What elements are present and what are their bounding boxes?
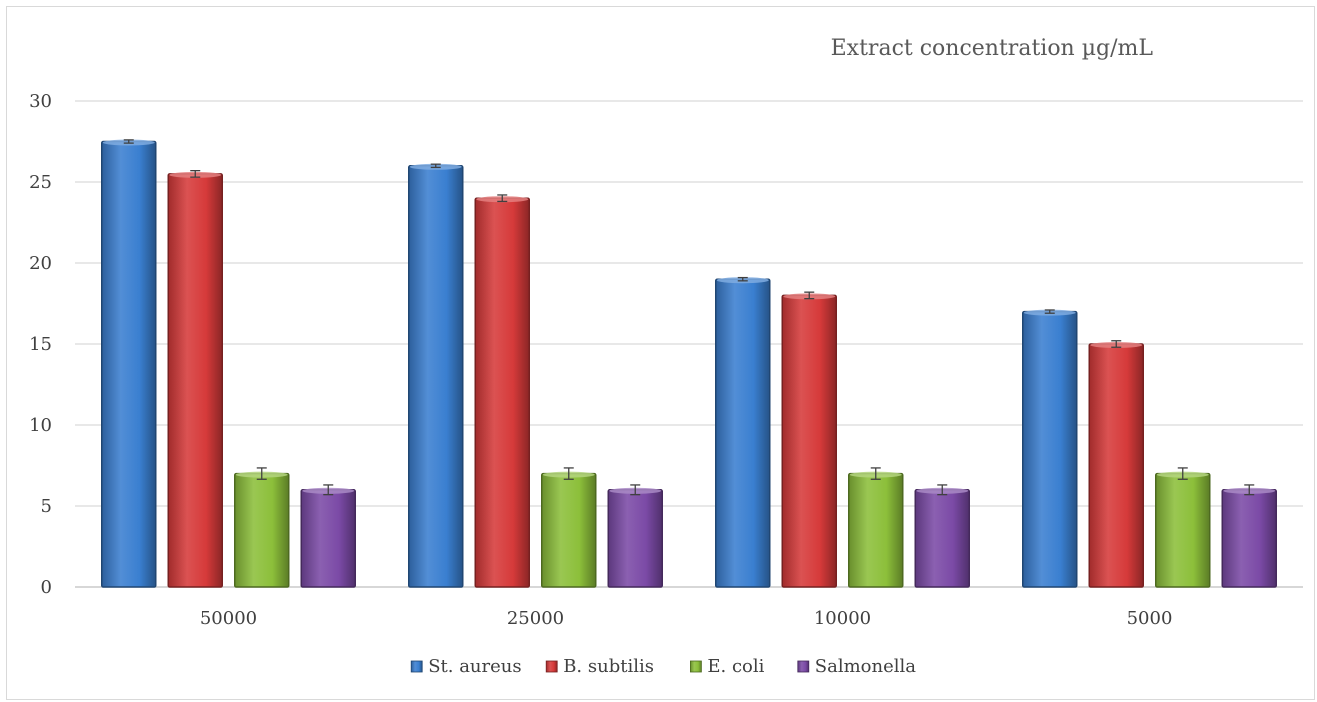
- bar: [914, 489, 970, 588]
- x-axis-ticks: 50000 25000 10000 5000: [200, 608, 1173, 629]
- error-bar: [804, 291, 815, 300]
- bar: [1088, 343, 1144, 588]
- legend-item: E. coli: [690, 656, 765, 677]
- legend-item: St. aureus: [410, 656, 522, 677]
- bar: [1155, 472, 1211, 588]
- legend: St. aureus B. subtilis E. coli Salmonella: [410, 656, 916, 677]
- legend-swatch: [410, 660, 423, 673]
- x-tick-label: 10000: [814, 608, 871, 629]
- error-bar: [630, 484, 641, 496]
- bar: [781, 294, 837, 588]
- bar: [1022, 310, 1078, 588]
- chart-title: Extract concentration µg/mL: [831, 36, 1154, 61]
- x-tick-label: 25000: [507, 608, 564, 629]
- x-tick-label: 50000: [200, 608, 257, 629]
- bar: [1221, 489, 1277, 588]
- legend-label: Salmonella: [815, 656, 916, 677]
- bar: [474, 197, 530, 588]
- bar: [408, 165, 464, 588]
- error-bar: [497, 194, 508, 203]
- legend-swatch: [690, 660, 702, 673]
- bar: [715, 278, 771, 588]
- error-bar: [1111, 340, 1122, 348]
- legend-item: B. subtilis: [545, 656, 654, 677]
- x-tick-label: 5000: [1127, 608, 1173, 629]
- legend-swatch: [545, 660, 558, 673]
- y-axis-ticks: 0 5 10 15 20 25 30: [29, 91, 52, 598]
- bars: [101, 139, 1277, 588]
- error-bar: [256, 467, 267, 480]
- legend-item: Salmonella: [797, 656, 916, 677]
- error-bar: [937, 484, 948, 496]
- bar: [607, 489, 663, 588]
- error-bar: [323, 484, 334, 496]
- y-tick-label: 0: [41, 577, 52, 598]
- error-bar: [430, 163, 441, 169]
- error-bar: [123, 139, 134, 144]
- bar: [234, 472, 290, 588]
- bar: [300, 489, 356, 588]
- y-tick-label: 30: [29, 91, 52, 112]
- legend-label: St. aureus: [428, 656, 521, 677]
- error-bar: [1177, 467, 1188, 480]
- error-bar: [737, 276, 748, 282]
- error-bars: [123, 139, 1255, 496]
- y-tick-label: 15: [29, 334, 52, 355]
- y-tick-label: 5: [41, 496, 52, 517]
- bar: [167, 173, 223, 588]
- bar: [101, 140, 157, 588]
- bar: [541, 472, 597, 588]
- y-tick-label: 10: [29, 415, 52, 436]
- y-tick-label: 25: [29, 172, 52, 193]
- error-bar: [190, 170, 201, 178]
- error-bar: [870, 467, 881, 480]
- error-bar: [1044, 309, 1055, 314]
- error-bar: [1244, 484, 1255, 496]
- legend-label: B. subtilis: [563, 656, 654, 677]
- legend-swatch: [797, 660, 810, 673]
- y-tick-label: 20: [29, 253, 52, 274]
- bar: [848, 472, 904, 588]
- error-bar: [563, 467, 574, 480]
- legend-label: E. coli: [707, 656, 764, 677]
